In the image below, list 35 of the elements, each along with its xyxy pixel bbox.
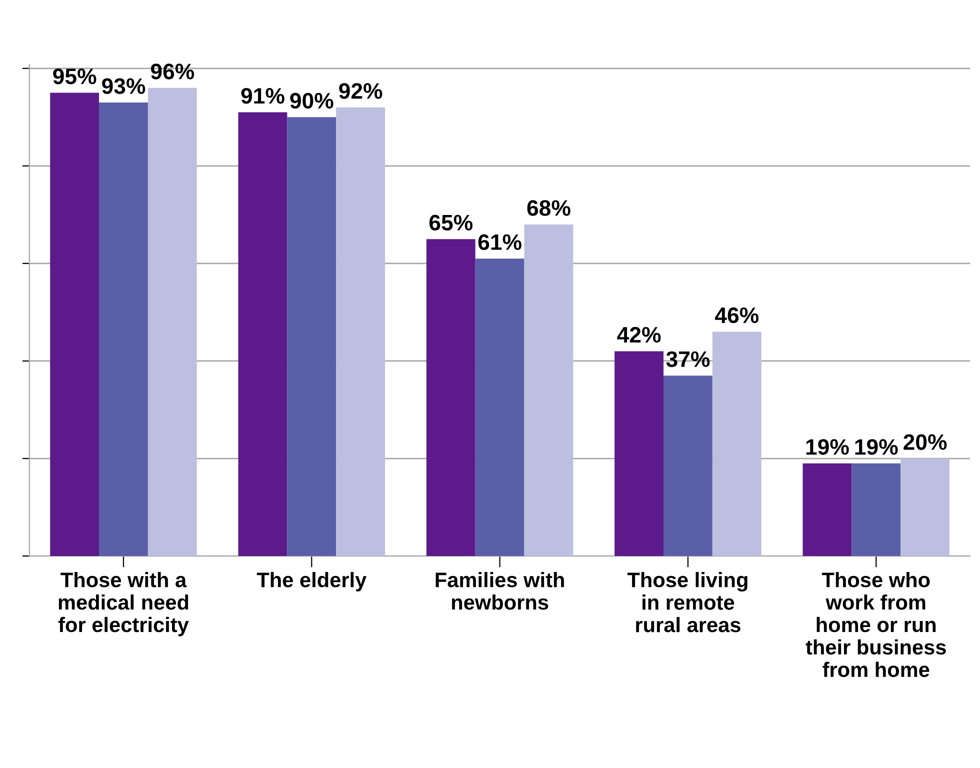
bar [99, 102, 148, 556]
data-label: 20% [904, 434, 947, 450]
bar [524, 224, 574, 556]
data-label: 19% [855, 439, 898, 455]
data-label: 90% [290, 92, 334, 109]
data-label: 46% [714, 307, 759, 324]
bar [900, 458, 950, 556]
bar [664, 376, 712, 556]
data-label: 68% [527, 200, 570, 216]
data-label: 65% [429, 214, 473, 231]
data-label: 61% [478, 234, 522, 250]
bar [475, 258, 524, 556]
bar [50, 92, 100, 556]
data-label: 42% [617, 326, 661, 343]
bar [148, 88, 197, 556]
bar [238, 112, 288, 556]
bar [712, 332, 762, 556]
data-label: 95% [53, 68, 96, 84]
x-tick-label: The elderly [256, 572, 367, 592]
data-label: 37% [666, 351, 710, 368]
x-tick-label: Those living in remote rural areas [627, 572, 748, 632]
bar [802, 463, 852, 556]
bar [852, 463, 901, 556]
bar [336, 107, 386, 556]
x-tick-label: Those with a medical need for electricity [58, 572, 189, 636]
bar [426, 239, 476, 556]
x-tick-label: Families with newborns [436, 572, 564, 610]
data-label: 96% [150, 64, 194, 80]
data-label: 93% [102, 78, 146, 94]
bar [287, 117, 336, 556]
bar [614, 351, 664, 556]
data-label: 19% [806, 439, 849, 455]
x-tick-label: Those who work from home or run their business from home [806, 572, 946, 678]
data-label: 91% [241, 88, 284, 104]
data-label: 92% [339, 83, 382, 99]
